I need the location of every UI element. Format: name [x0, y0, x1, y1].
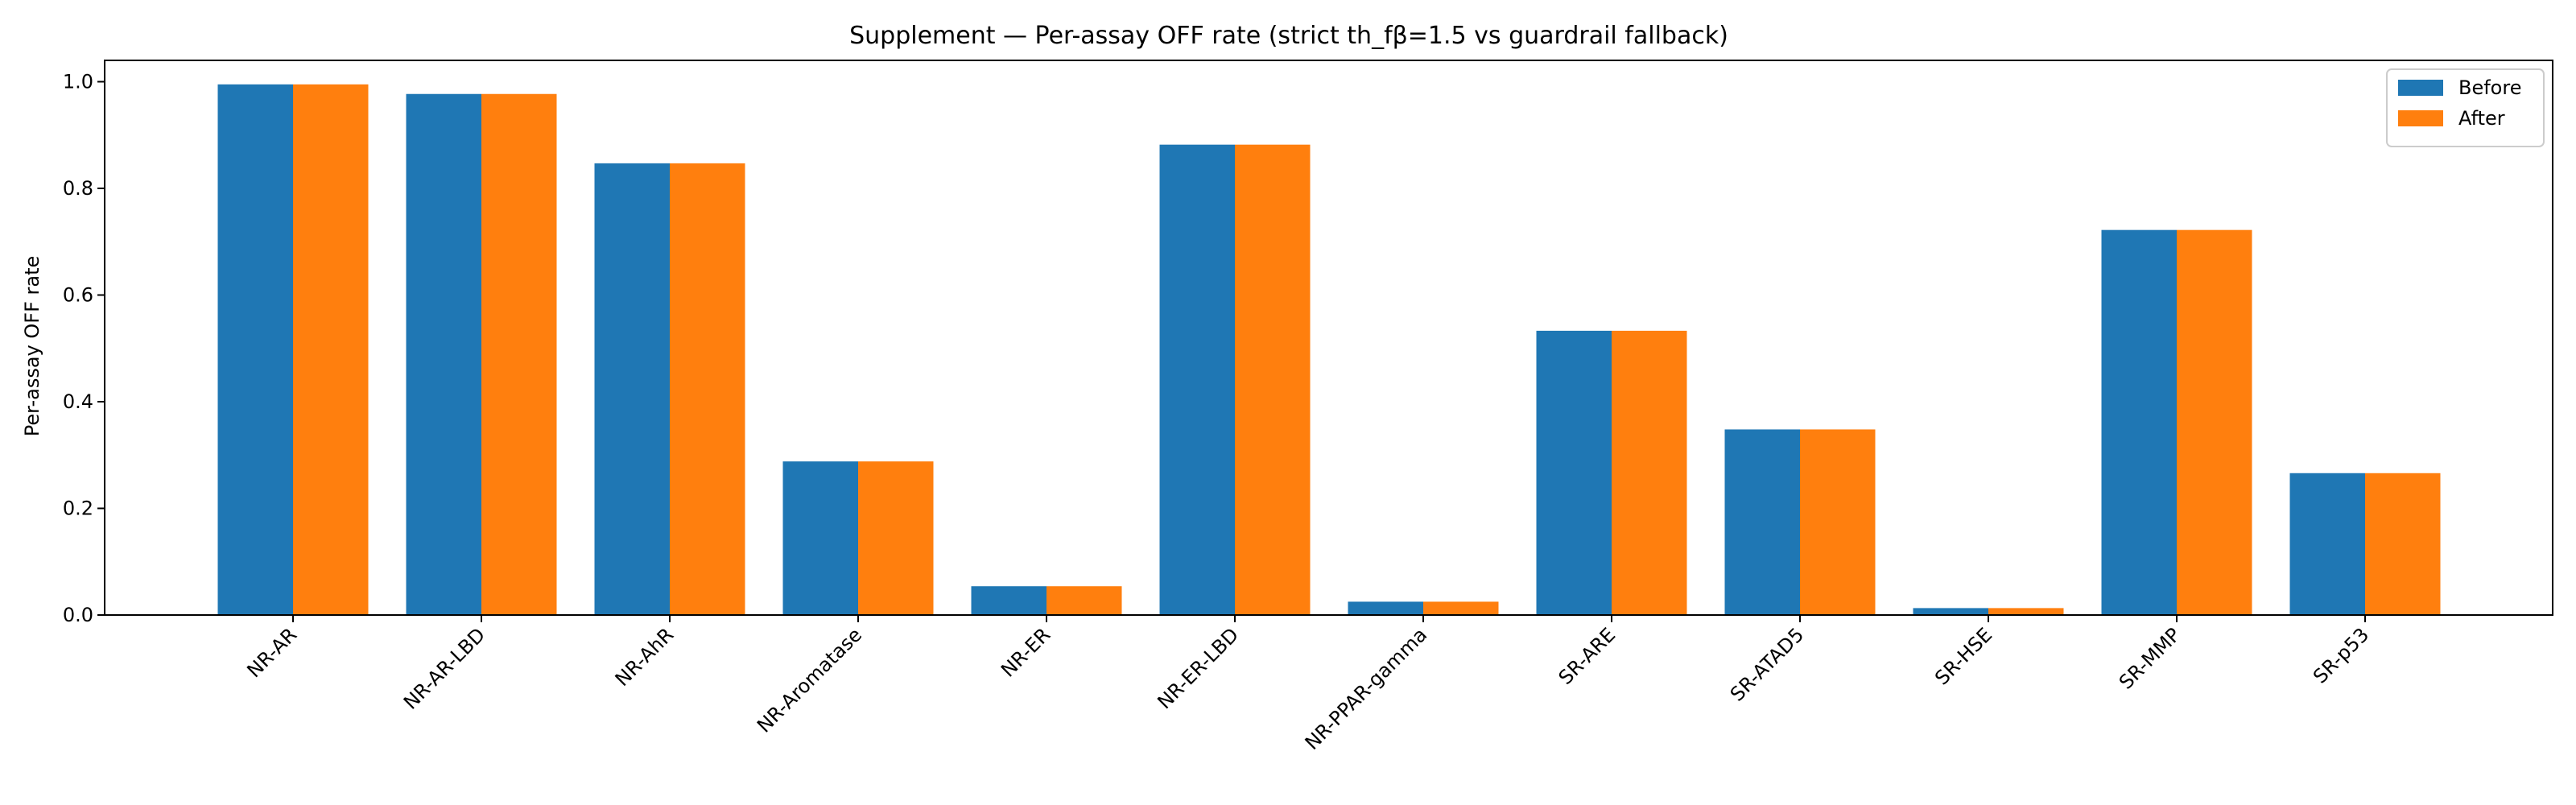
y-axis-label: Per-assay OFF rate: [21, 256, 43, 437]
x-tick-label: NR-PPAR-gamma: [1301, 623, 1432, 754]
bar-after-nr-ar: [293, 84, 369, 615]
x-tick-label: NR-AR: [242, 623, 301, 682]
x-tick-label: NR-AhR: [611, 623, 679, 691]
bar-before-sr-mmp: [2101, 229, 2177, 615]
bar-before-nr-aromatase: [782, 461, 858, 615]
bar-before-nr-ar-lbd: [406, 93, 481, 616]
legend-swatch-after: [2398, 110, 2443, 126]
legend-swatch-before: [2398, 80, 2443, 96]
bars-group: [217, 84, 2441, 616]
y-tick-label: 0.2: [63, 497, 93, 520]
bar-before-sr-p53: [2289, 473, 2365, 615]
x-tick-label: SR-MMP: [2115, 623, 2185, 693]
bar-before-nr-er-lbd: [1159, 144, 1235, 616]
bar-before-nr-er: [971, 586, 1046, 615]
y-ticks-group: 0.0 0.2 0.4 0.6 0.8 1.0: [63, 71, 105, 626]
x-tick-label: NR-Aromatase: [753, 623, 866, 737]
plot-frame: [104, 60, 2553, 616]
bar-after-nr-er: [1046, 586, 1122, 615]
chart-title: Supplement — Per-assay OFF rate (strict …: [849, 22, 1728, 50]
y-tick-label: 0.4: [63, 390, 93, 413]
bar-after-sr-atad5: [1800, 429, 1876, 615]
x-ticks-group: NR-AR NR-AR-LBD NR-AhR NR-Aromatase NR-ER NR-…: [242, 615, 2373, 754]
x-tick-label: NR-ER: [997, 623, 1055, 681]
x-tick-label: SR-ATAD5: [1726, 623, 1808, 705]
x-tick-label: NR-ER-LBD: [1153, 623, 1243, 713]
bar-after-sr-mmp: [2177, 229, 2252, 615]
y-tick-label: 0.0: [63, 604, 93, 626]
bar-before-nr-ahr: [594, 163, 670, 616]
x-tick-label: SR-HSE: [1930, 623, 1996, 689]
bar-after-nr-ar-lbd: [481, 93, 557, 616]
bar-before-sr-hse: [1913, 608, 1988, 615]
bar-before-nr-ppar-gamma: [1348, 601, 1423, 615]
bar-after-nr-ahr: [670, 163, 745, 616]
bar-after-nr-aromatase: [858, 461, 934, 615]
x-tick-label: SR-p53: [2309, 623, 2373, 687]
legend: Before After: [2386, 68, 2545, 147]
legend-label-after: After: [2458, 107, 2505, 130]
x-tick-label: SR-ARE: [1554, 623, 1620, 689]
bar-after-sr-hse: [1988, 608, 2064, 615]
x-tick-label: NR-AR-LBD: [399, 623, 489, 713]
bar-before-nr-ar: [217, 84, 293, 615]
bar-after-sr-are: [1612, 330, 1687, 615]
y-tick-label: 1.0: [63, 71, 93, 93]
bar-before-sr-are: [1536, 330, 1612, 615]
legend-label-before: Before: [2458, 76, 2521, 99]
bar-after-nr-er-lbd: [1235, 144, 1311, 616]
bar-before-sr-atad5: [1724, 429, 1800, 615]
y-tick-label: 0.8: [63, 177, 93, 200]
bar-after-nr-ppar-gamma: [1423, 601, 1499, 615]
bar-after-sr-p53: [2365, 473, 2441, 615]
y-tick-label: 0.6: [63, 284, 93, 307]
